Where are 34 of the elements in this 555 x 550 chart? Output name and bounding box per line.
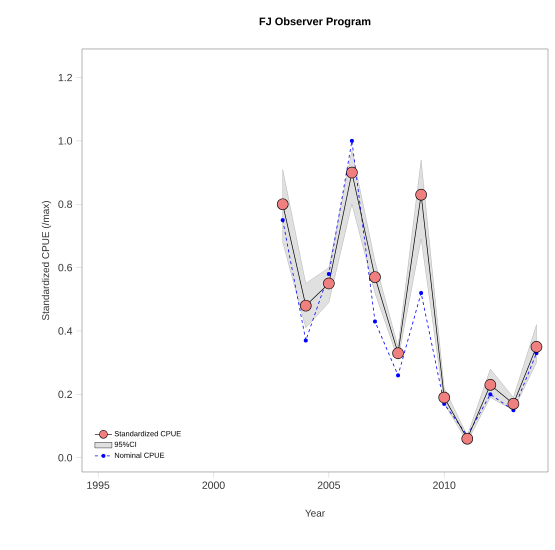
point (396, 373, 400, 378)
y-tick-label: 1.0 (58, 137, 72, 145)
point (484, 379, 496, 391)
y-tick-label: 0.4 (58, 327, 72, 335)
point (488, 392, 492, 396)
x-tick-label: 2005 (318, 482, 340, 489)
point (300, 300, 312, 312)
point (280, 218, 285, 222)
point (326, 272, 331, 276)
point (276, 198, 289, 210)
y-axis-title: Standardized CPUE (/max) (42, 201, 52, 320)
x-axis-title: Year (305, 510, 325, 517)
point (415, 188, 427, 201)
y-tick-label: 0.8 (58, 200, 72, 208)
y-tick-label: 0.0 (58, 454, 72, 462)
point (419, 290, 424, 295)
point (346, 166, 358, 178)
y-tick-label: 0.6 (58, 264, 72, 272)
y-tick-label: 1.2 (58, 74, 72, 82)
chart-title: FJ Observer Program (260, 17, 370, 28)
point (392, 347, 404, 359)
point (304, 338, 308, 342)
point (461, 432, 474, 445)
point (508, 398, 520, 410)
x-tick-label: 2000 (202, 482, 225, 489)
point (323, 278, 335, 290)
point (350, 138, 354, 143)
x-tick-label: 1995 (87, 482, 110, 489)
point (438, 392, 450, 404)
point (372, 319, 377, 324)
x-tick-label: 2010 (433, 482, 456, 489)
point (530, 341, 542, 353)
point (369, 271, 381, 283)
y-tick-label: 0.2 (58, 390, 72, 398)
